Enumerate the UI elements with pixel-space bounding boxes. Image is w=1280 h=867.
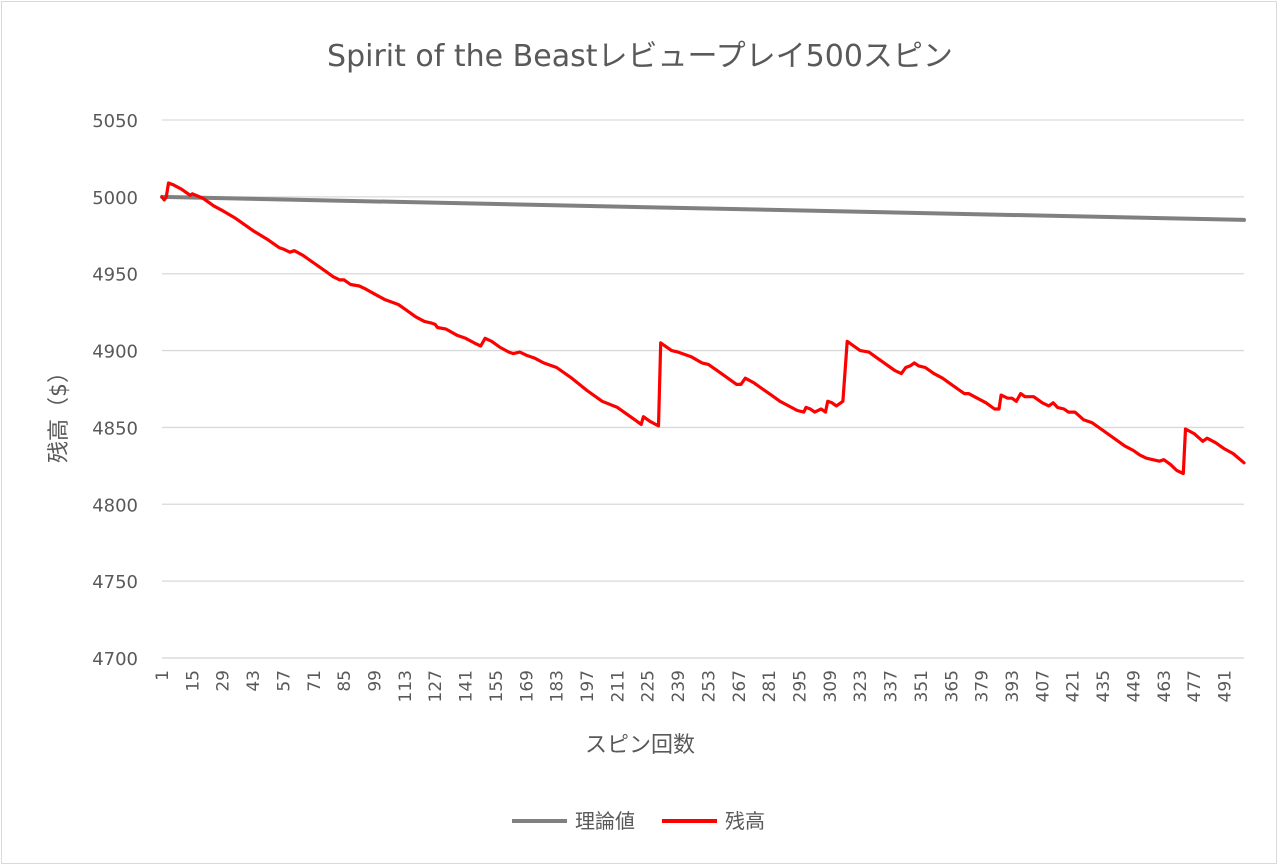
- y-tick-label: 4700: [92, 649, 138, 670]
- x-tick-label: 281: [760, 670, 780, 702]
- x-tick-label: 477: [1185, 670, 1205, 702]
- x-tick-label: 113: [396, 670, 416, 702]
- y-tick-label: 4850: [92, 418, 138, 439]
- x-tick-label: 309: [821, 670, 841, 702]
- x-axis: 1 15 29 43 57 71 85 99 113 127 141 155 169 183 197 211 2…: [153, 657, 1244, 702]
- legend: 理論値 残高: [512, 809, 765, 833]
- x-tick-label: 337: [882, 670, 902, 702]
- x-tick-label: 57: [274, 670, 294, 692]
- legend-label: 残高: [725, 809, 765, 833]
- y-axis-ticks: 4700 4750 4800 4850 4900 4950 5000 5050: [92, 111, 138, 670]
- y-tick-label: 5000: [92, 188, 138, 209]
- x-tick-label: 351: [912, 670, 932, 702]
- x-tick-label: 253: [699, 670, 719, 702]
- x-tick-label: 71: [305, 670, 325, 692]
- x-tick-label: 239: [669, 670, 689, 702]
- x-tick-label: 463: [1155, 670, 1175, 702]
- x-tick-label: 393: [1003, 670, 1023, 702]
- x-tick-label: 491: [1215, 670, 1235, 702]
- series-line-balance: [160, 181, 1246, 476]
- x-tick-label: 225: [639, 670, 659, 702]
- x-tick-label: 267: [730, 670, 750, 702]
- x-tick-label: 183: [548, 670, 568, 702]
- series-lines: [160, 181, 1246, 476]
- x-tick-label: 421: [1064, 670, 1084, 702]
- x-tick-label: 449: [1124, 670, 1144, 702]
- x-tick-label: 15: [183, 670, 203, 692]
- x-tick-label: 197: [578, 670, 598, 702]
- series-line-theoretical: [160, 194, 1246, 222]
- x-tick-label: 29: [214, 670, 234, 692]
- x-tick-label: 407: [1033, 670, 1053, 702]
- x-tick-label: 323: [851, 670, 871, 702]
- x-tick-label: 365: [942, 670, 962, 702]
- y-tick-label: 4800: [92, 495, 138, 516]
- x-tick-label: 295: [790, 670, 810, 702]
- x-tick-label: 127: [426, 670, 446, 702]
- chart-title: Spirit of the Beastレビュープレイ500スピン: [327, 39, 953, 74]
- y-tick-label: 5050: [92, 111, 138, 132]
- x-tick-label: 155: [487, 670, 507, 702]
- x-tick-label: 169: [517, 670, 537, 702]
- x-tick-label: 435: [1094, 670, 1114, 702]
- x-tick-label: 43: [244, 670, 264, 692]
- y-tick-label: 4950: [92, 265, 138, 286]
- x-tick-label: 211: [608, 670, 628, 702]
- x-tick-label: 99: [365, 670, 385, 692]
- y-axis-label: 残高（$）: [47, 361, 72, 463]
- x-tick-label: 379: [973, 670, 993, 702]
- x-axis-label: スピン回数: [585, 733, 695, 758]
- y-tick-label: 4900: [92, 342, 138, 363]
- x-tick-label: 1: [153, 670, 173, 681]
- y-tick-label: 4750: [92, 572, 138, 593]
- x-tick-label: 141: [457, 670, 477, 702]
- legend-label: 理論値: [575, 809, 635, 833]
- x-tick-label: 85: [335, 670, 355, 692]
